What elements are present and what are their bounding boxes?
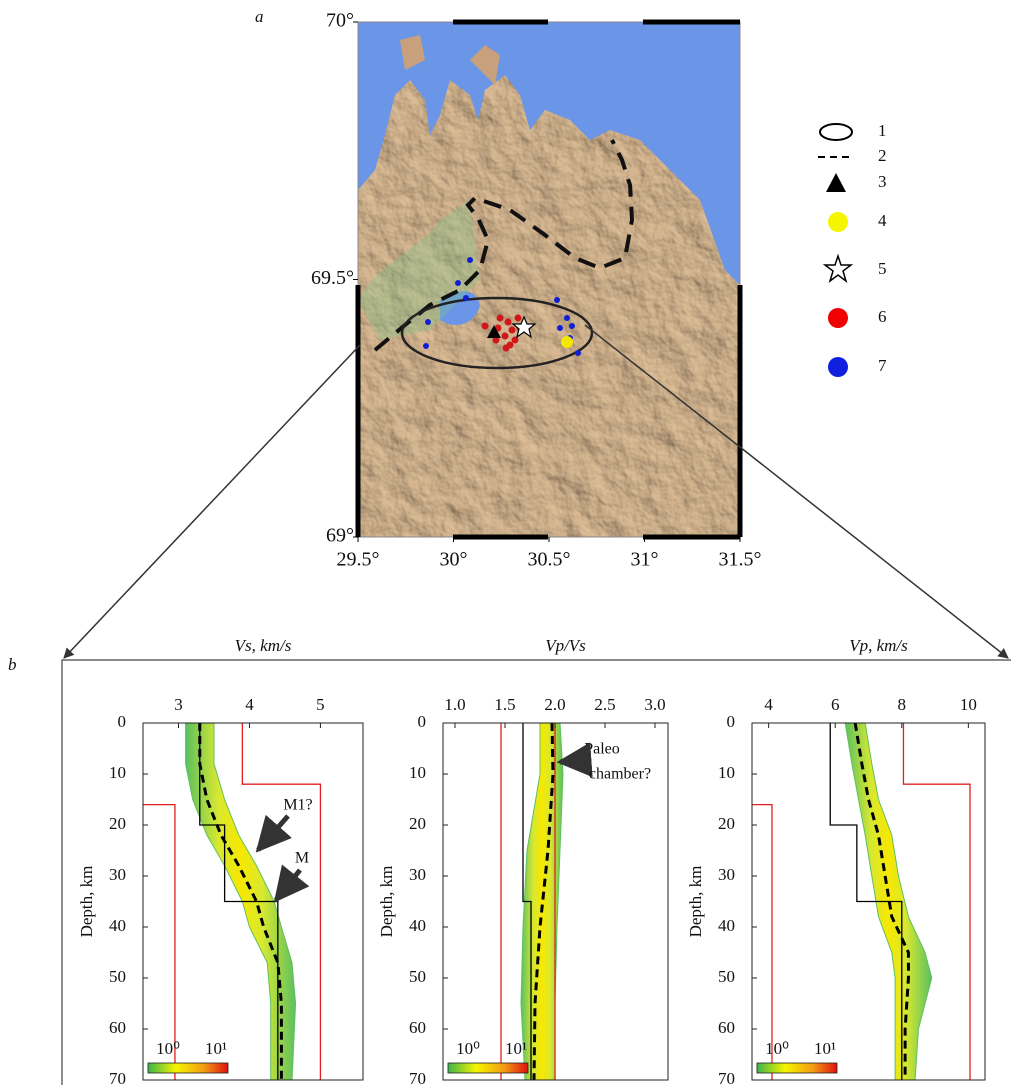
x-tick-label: 29.5° (337, 549, 380, 571)
x-tick-label: 1.0 (444, 695, 465, 714)
y-tick-label: 40 (109, 916, 126, 935)
y-axis-label: Depth, km (377, 866, 396, 938)
x-tick-label: 10 (960, 695, 977, 714)
x-tick-label: 8 (898, 695, 907, 714)
annotation-arrow (276, 870, 300, 900)
legend-label: 1 (878, 121, 887, 140)
y-tick-label: 60 (409, 1018, 426, 1037)
y-tick-label: 40 (409, 916, 426, 935)
y-tick-label: 70 (718, 1069, 735, 1085)
y-tick-label: 0 (418, 712, 427, 731)
x-tick-label: 1.5 (494, 695, 515, 714)
colorbar-label: 10¹ (814, 1039, 836, 1058)
y-tick-label: 20 (109, 814, 126, 833)
annotation: M1? (283, 797, 312, 814)
y-tick-label: 60 (718, 1018, 735, 1037)
x-axis-label: Vp, km/s (849, 636, 908, 655)
map-legend-symbols (818, 124, 854, 377)
y-tick-label: 10 (409, 763, 426, 782)
legend-label: 3 (878, 172, 887, 191)
profile-chart: 1.0 1.5 2.0 2.5 3.0 0 10 20 30 40 50 60 70 Vp/Vs Depth… (377, 636, 668, 1085)
x-tick-label: 3.0 (644, 695, 665, 714)
x-axis-label: Vs, km/s (235, 636, 292, 655)
y-tick-label: 30 (718, 865, 735, 884)
y-tick-label: 60 (109, 1018, 126, 1037)
colorbar-label: 10¹ (505, 1039, 527, 1058)
x-tick-label: 6 (831, 695, 840, 714)
x-tick-label: 2.0 (544, 695, 565, 714)
yellow-event (561, 336, 573, 348)
profile-chart: 4 6 8 10 0 10 20 30 40 50 60 70 Vp, km/s Depth, km 10⁰… (686, 636, 985, 1085)
x-tick-label: 4 (245, 695, 254, 714)
annotation: Paleo (584, 741, 620, 758)
colorbar-label: 10⁰ (765, 1039, 789, 1058)
y-tick-label: 50 (109, 967, 126, 986)
y-tick-label: 69.5° (311, 267, 354, 289)
y-tick-label: 70 (409, 1069, 426, 1085)
legend-label: 6 (878, 307, 887, 326)
x-tick-label: 30.5° (528, 549, 571, 571)
y-tick-label: 0 (118, 712, 127, 731)
map (358, 22, 740, 537)
y-tick-label: 50 (718, 967, 735, 986)
annotation: chamber? (589, 766, 651, 783)
panel-label: b (8, 655, 17, 674)
legend-label: 5 (878, 259, 887, 278)
y-axis-label: Depth, km (77, 866, 96, 938)
figure: a b 29.5° 30° 30.5° 31° 31.5° 69° 69.5° 70° 1 2 3 4… (0, 0, 1011, 1085)
x-tick-label: 30° (440, 549, 468, 571)
y-tick-label: 40 (718, 916, 735, 935)
x-tick-label: 3 (174, 695, 183, 714)
legend-label: 7 (878, 356, 887, 375)
x-tick-label: 4 (764, 695, 773, 714)
y-axis-label: Depth, km (686, 866, 705, 938)
colorbar (757, 1063, 837, 1073)
y-tick-label: 10 (718, 763, 735, 782)
colorbar-label: 10⁰ (156, 1039, 180, 1058)
y-tick-label: 50 (409, 967, 426, 986)
x-tick-label: 31° (631, 549, 659, 571)
annotation-arrow (258, 816, 288, 850)
y-tick-label: 20 (718, 814, 735, 833)
y-tick-label: 30 (409, 865, 426, 884)
colorbar (148, 1063, 228, 1073)
y-tick-label: 20 (409, 814, 426, 833)
legend-label: 4 (878, 211, 887, 230)
colorbar (448, 1063, 528, 1073)
x-axis-label: Vp/Vs (545, 636, 586, 655)
y-tick-label: 69° (326, 525, 354, 547)
y-tick-label: 70° (326, 10, 354, 32)
x-tick-label: 31.5° (719, 549, 762, 571)
zoom-arrow (64, 345, 360, 658)
annotation-arrow (560, 760, 588, 762)
x-tick-label: 5 (316, 695, 325, 714)
x-tick-label: 2.5 (594, 695, 615, 714)
annotation: M (295, 850, 309, 867)
panel-label: a (255, 7, 264, 26)
y-tick-label: 10 (109, 763, 126, 782)
y-tick-label: 30 (109, 865, 126, 884)
y-tick-label: 70 (109, 1069, 126, 1085)
colorbar-label: 10¹ (205, 1039, 227, 1058)
y-tick-label: 0 (727, 712, 736, 731)
legend-label: 2 (878, 146, 887, 165)
colorbar-label: 10⁰ (456, 1039, 480, 1058)
